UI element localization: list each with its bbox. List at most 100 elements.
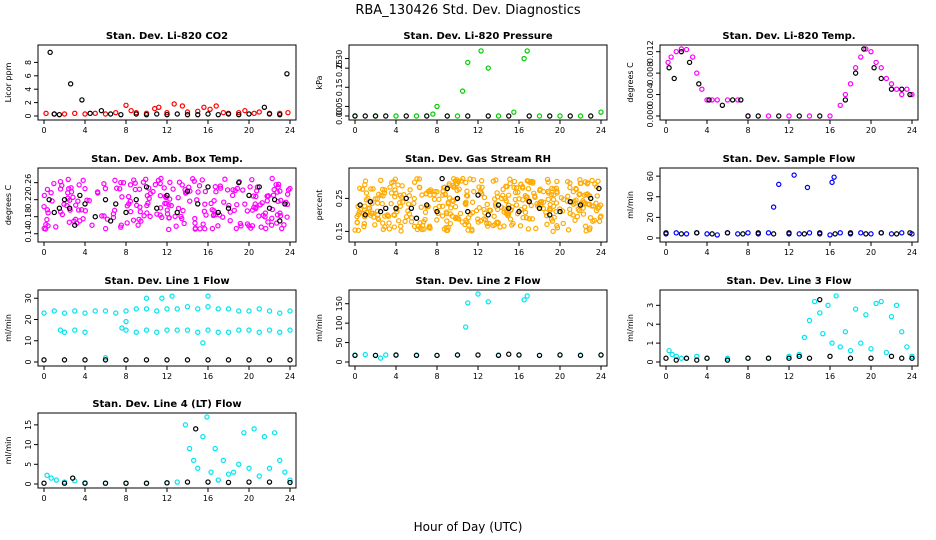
data-point bbox=[78, 207, 85, 213]
data-point bbox=[465, 300, 471, 306]
data-point bbox=[70, 194, 76, 201]
data-point bbox=[899, 86, 905, 92]
y-axis-label: ml/min bbox=[626, 314, 635, 342]
data-point bbox=[61, 196, 68, 203]
data-point bbox=[837, 102, 843, 108]
data-point bbox=[380, 220, 386, 226]
data-point bbox=[164, 480, 170, 486]
data-point bbox=[459, 88, 466, 94]
data-point bbox=[786, 230, 792, 236]
data-point bbox=[266, 111, 273, 117]
data-point bbox=[284, 71, 290, 77]
data-point bbox=[266, 465, 273, 471]
data-point bbox=[237, 220, 244, 227]
data-point bbox=[77, 192, 83, 199]
data-point bbox=[265, 219, 271, 225]
data-point bbox=[192, 215, 198, 222]
data-point bbox=[123, 327, 129, 333]
data-point bbox=[592, 181, 598, 187]
data-point bbox=[549, 218, 556, 224]
plot-frame bbox=[37, 44, 297, 121]
data-point bbox=[41, 480, 47, 486]
y-tick-label: 8 bbox=[24, 60, 33, 65]
data-point bbox=[494, 190, 500, 196]
data-point bbox=[192, 426, 199, 432]
y-axis-label: kPa bbox=[315, 75, 324, 89]
data-point bbox=[401, 191, 407, 198]
data-point bbox=[570, 188, 577, 195]
data-point bbox=[801, 334, 808, 341]
data-point bbox=[453, 214, 459, 221]
data-point bbox=[284, 214, 290, 220]
x-tick-label: 16 bbox=[514, 372, 524, 381]
data-point bbox=[268, 222, 275, 228]
data-point bbox=[806, 230, 813, 236]
y-tick-label: 0.000 bbox=[646, 105, 655, 128]
data-point bbox=[82, 310, 88, 316]
data-point bbox=[532, 194, 538, 200]
x-tick-label: 20 bbox=[555, 126, 565, 135]
data-point bbox=[505, 213, 511, 219]
data-point bbox=[281, 222, 287, 228]
data-point bbox=[355, 211, 362, 218]
x-tick-label: 16 bbox=[203, 248, 213, 257]
data-point bbox=[172, 213, 178, 220]
data-point bbox=[230, 469, 237, 475]
data-point bbox=[842, 91, 849, 98]
data-point bbox=[408, 205, 415, 211]
data-point bbox=[490, 178, 497, 184]
data-point bbox=[113, 310, 119, 316]
data-point bbox=[796, 113, 802, 119]
x-tick-label: 20 bbox=[555, 248, 565, 257]
data-point bbox=[48, 475, 54, 481]
data-point bbox=[422, 209, 429, 215]
data-point bbox=[791, 172, 797, 178]
data-point bbox=[904, 86, 910, 92]
data-point bbox=[246, 192, 252, 199]
data-point bbox=[225, 471, 232, 477]
x-tick-label: 20 bbox=[244, 248, 254, 257]
data-point bbox=[263, 225, 269, 232]
data-point bbox=[593, 200, 599, 206]
data-point bbox=[469, 228, 475, 234]
data-point bbox=[202, 226, 208, 232]
data-point bbox=[57, 178, 64, 185]
data-point bbox=[405, 208, 411, 214]
data-point bbox=[182, 422, 189, 428]
data-point bbox=[444, 210, 450, 217]
data-point bbox=[549, 185, 555, 192]
data-point bbox=[258, 224, 264, 230]
data-point bbox=[362, 351, 368, 358]
data-point bbox=[209, 225, 216, 232]
data-point bbox=[588, 113, 594, 119]
figure-title: RBA_130426 Std. Dev. Diagnostics bbox=[355, 3, 581, 18]
data-point bbox=[159, 295, 165, 301]
data-point bbox=[92, 214, 98, 220]
data-point bbox=[557, 113, 563, 119]
data-point bbox=[269, 215, 275, 221]
x-tick-label: 4 bbox=[704, 248, 709, 257]
y-tick-label: 0 bbox=[24, 113, 33, 118]
data-point bbox=[110, 214, 117, 221]
data-point bbox=[361, 220, 367, 227]
data-point bbox=[463, 192, 470, 199]
data-point bbox=[567, 184, 573, 191]
data-point bbox=[873, 300, 879, 307]
data-point bbox=[51, 209, 57, 216]
data-point bbox=[909, 353, 915, 360]
y-tick-label: 0.004 bbox=[646, 83, 655, 106]
data-point bbox=[89, 222, 95, 228]
data-point bbox=[411, 195, 417, 202]
data-point bbox=[852, 65, 859, 71]
y-tick-label: 2 bbox=[646, 322, 655, 327]
data-point bbox=[257, 202, 263, 208]
data-point bbox=[868, 231, 874, 237]
series-1 bbox=[666, 46, 913, 119]
data-point bbox=[574, 213, 581, 220]
y-tick-label: 0.05 bbox=[335, 98, 344, 116]
data-point bbox=[448, 205, 454, 211]
data-point bbox=[253, 204, 259, 210]
data-point bbox=[399, 183, 405, 189]
data-point bbox=[41, 357, 47, 363]
y-tick-label: 15 bbox=[24, 420, 33, 430]
